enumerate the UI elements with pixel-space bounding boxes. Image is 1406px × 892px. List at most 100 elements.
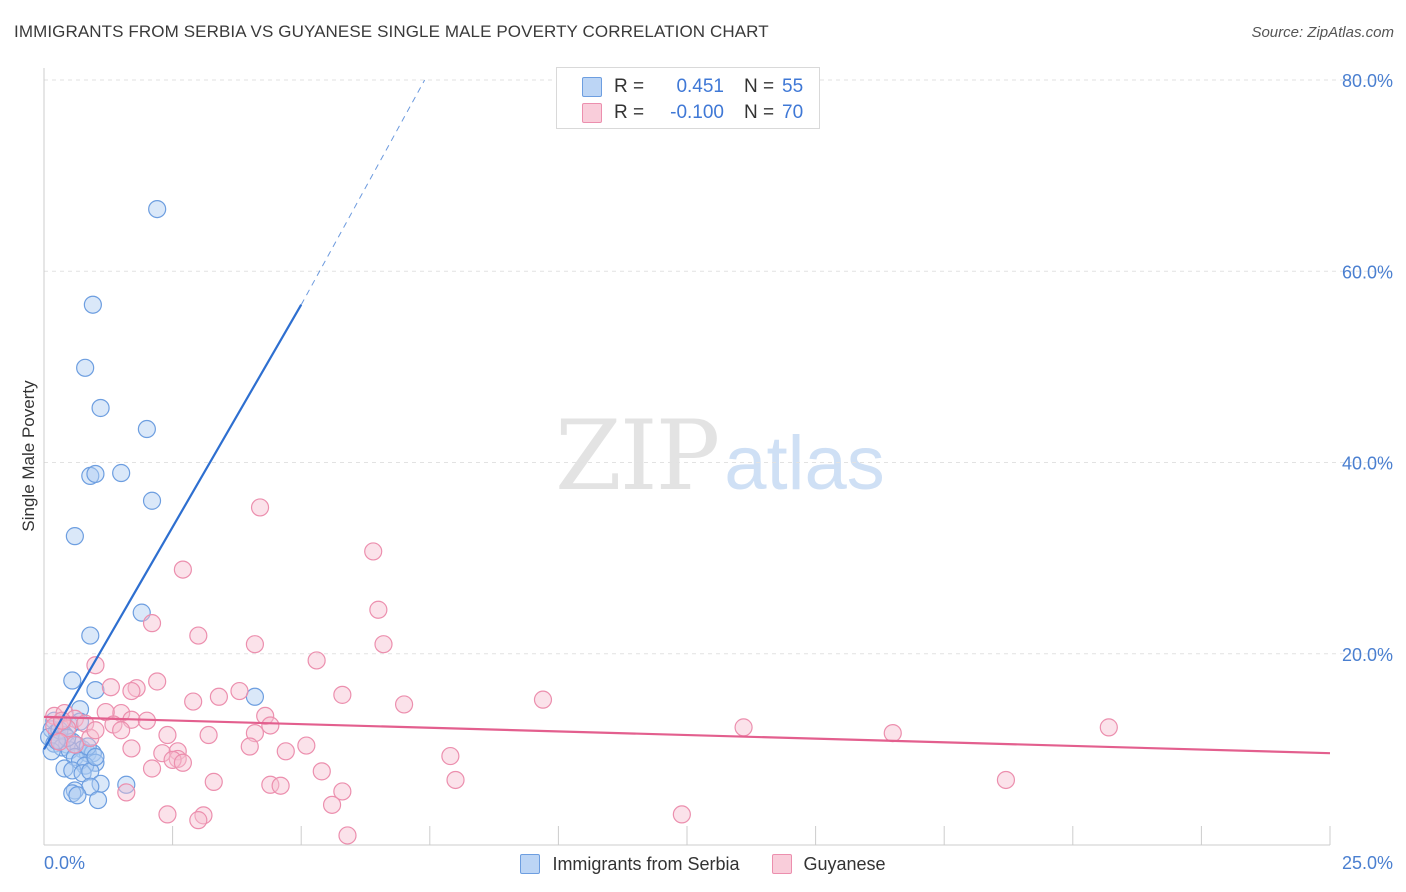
guyanese-point	[127, 679, 146, 698]
guyanese-point	[883, 724, 902, 743]
guyanese-point	[148, 672, 167, 691]
guyanese-point	[996, 770, 1016, 790]
legend-r-label: R =	[614, 102, 645, 123]
serbia-point	[86, 464, 105, 484]
guyanese-point	[261, 716, 280, 735]
guyanese-point	[168, 742, 187, 761]
legend-row-serbia: R = 0.451 N = 55	[582, 74, 803, 100]
y-tick-label: 80.0%	[1342, 71, 1393, 91]
chart-title: IMMIGRANTS FROM SERBIA VS GUYANESE SINGL…	[14, 22, 769, 41]
guyanese-point	[112, 721, 131, 740]
series-legend-serbia: Immigrants from Serbia	[520, 853, 740, 875]
guyanese-point	[333, 685, 352, 704]
serbia-point	[68, 786, 87, 805]
series-swatch-blue	[520, 854, 541, 874]
serbia-point	[86, 747, 105, 767]
guyanese-point	[394, 695, 414, 714]
guyanese-point	[734, 718, 753, 737]
series-legend-label: Guyanese	[803, 853, 886, 874]
guyanese-point	[322, 795, 342, 814]
guyanese-point	[204, 772, 223, 791]
serbia-point	[65, 527, 84, 546]
guyanese-point	[245, 724, 265, 743]
guyanese-point	[441, 746, 460, 766]
guyanese-point	[374, 635, 393, 654]
serbia-point	[148, 199, 167, 219]
guyanese-point	[76, 714, 95, 733]
guyanese-point	[276, 742, 295, 761]
guyanese-point	[117, 783, 136, 802]
guyanese-point	[312, 762, 331, 781]
serbia-point	[81, 762, 100, 781]
guyanese-point	[189, 626, 208, 645]
guyanese-point	[369, 600, 388, 619]
serbia-trend-line	[43, 304, 303, 750]
x-tick-label-max: 25.0%	[1342, 853, 1393, 873]
guyanese-point	[245, 635, 265, 654]
series-swatch-pink	[771, 854, 792, 874]
correlation-legend: R = 0.451 N = 55 R = -0.100 N = 70	[556, 67, 820, 129]
legend-swatch-pink	[582, 103, 602, 123]
serbia-point	[112, 463, 131, 483]
series-legend-label: Immigrants from Serbia	[552, 853, 740, 874]
guyanese-point	[184, 692, 203, 711]
serbia-point	[76, 358, 95, 377]
guyanese-point	[364, 542, 383, 561]
guyanese-point	[533, 690, 553, 709]
guyanese-point	[199, 725, 218, 745]
series-legend-guyanese: Guyanese	[771, 853, 886, 875]
serbia-point	[81, 777, 100, 796]
y-tick-label: 60.0%	[1342, 262, 1393, 282]
source-label: Source: ZipAtlas.com	[1251, 24, 1394, 41]
serbia-point	[137, 419, 156, 439]
serbia-point	[63, 671, 82, 690]
legend-n-value: 55	[782, 76, 804, 97]
serbia-point	[86, 680, 105, 700]
legend-r-label: R =	[614, 76, 645, 97]
guyanese-point	[101, 678, 120, 697]
guyanese-point	[446, 770, 465, 790]
guyanese-point	[672, 805, 691, 824]
legend-r-value: -0.100	[670, 102, 724, 123]
legend-row-guyanese: R = -0.100 N = 70	[582, 100, 803, 126]
legend-r-value: 0.451	[676, 76, 724, 97]
guyanese-point	[142, 614, 162, 633]
guyanese-point	[333, 782, 352, 801]
guyanese-point	[250, 498, 270, 517]
serbia-point	[245, 687, 265, 706]
guyanese-point	[230, 681, 249, 701]
guyanese-point	[158, 725, 177, 745]
legend-n-value: 70	[782, 102, 804, 123]
legend-n-label: N =	[744, 76, 775, 97]
serbia-point	[83, 295, 102, 314]
series-legend: Immigrants from Serbia Guyanese	[0, 851, 1406, 877]
guyanese-point	[163, 750, 182, 769]
y-axis-title: Single Male Poverty	[19, 380, 38, 532]
guyanese-point	[240, 737, 259, 756]
y-tick-label: 20.0%	[1342, 645, 1393, 665]
guyanese-point	[338, 826, 357, 845]
guyanese-point	[158, 805, 177, 824]
legend-n-label: N =	[744, 102, 775, 123]
guyanese-point	[189, 811, 208, 830]
guyanese-point	[50, 732, 69, 751]
guyanese-point	[86, 721, 105, 740]
serbia-point	[86, 753, 105, 772]
serbia-point	[65, 781, 84, 800]
guyanese-point	[307, 651, 326, 670]
guyanese-point	[209, 687, 228, 706]
serbia-point	[42, 742, 61, 761]
guyanese-point	[1099, 718, 1118, 737]
x-tick-label-min: 0.0%	[44, 853, 85, 873]
serbia-point	[117, 775, 136, 794]
serbia-point	[88, 790, 108, 810]
guyanese-point	[122, 681, 141, 701]
serbia-point	[81, 626, 100, 645]
serbia-point	[63, 761, 82, 780]
guyanese-point	[173, 753, 192, 772]
guyanese-trend-line	[43, 715, 1331, 755]
y-tick-label: 40.0%	[1342, 454, 1393, 474]
guyanese-point	[271, 776, 290, 795]
serbia-point	[142, 491, 162, 510]
